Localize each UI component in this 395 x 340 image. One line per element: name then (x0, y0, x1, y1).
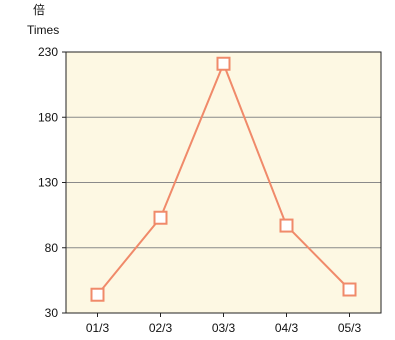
y-tick-label: 180 (38, 110, 58, 124)
data-point-marker (216, 56, 231, 71)
y-axis-unit-english: Times (27, 23, 60, 37)
data-point-marker (153, 210, 168, 225)
plot-frame (65, 51, 382, 314)
y-tick-label: 230 (38, 45, 58, 59)
x-tick-label: 02/3 (149, 321, 173, 335)
y-axis-ticks: 30 80 130 180 230 (38, 45, 66, 320)
y-tick-label: 130 (38, 176, 58, 190)
x-axis-ticks: 01/3 02/3 03/3 04/3 05/3 (86, 313, 362, 335)
series-group (90, 56, 357, 302)
data-point-marker (342, 282, 357, 297)
x-tick-label: 01/3 (86, 321, 110, 335)
x-tick-label: 05/3 (338, 321, 362, 335)
y-tick-label: 30 (45, 306, 59, 320)
data-point-marker (90, 287, 105, 302)
x-tick-label: 03/3 (212, 321, 236, 335)
x-tick-label: 04/3 (275, 321, 299, 335)
grid-lines (66, 116, 381, 249)
data-point-marker (279, 218, 294, 233)
y-tick-label: 80 (45, 241, 59, 255)
y-axis-unit-chinese: 倍 (33, 3, 46, 17)
